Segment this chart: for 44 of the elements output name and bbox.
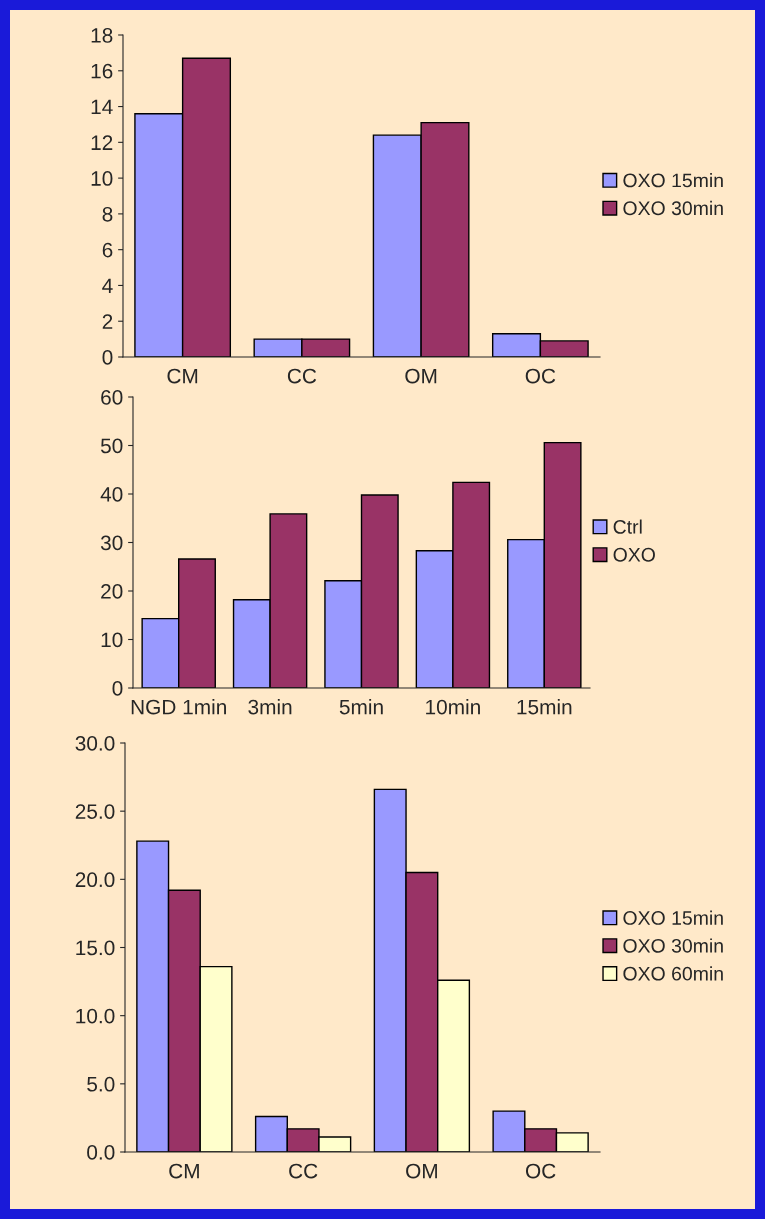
legend-label: OXO 60min bbox=[623, 966, 723, 981]
x-tick-label: 10min bbox=[426, 699, 480, 715]
x-tick-label: NGD 1min bbox=[131, 699, 226, 715]
legend-label: OXO 15min bbox=[623, 173, 723, 188]
y-tick-label: 10 bbox=[91, 171, 113, 186]
y-tick-label: 18 bbox=[91, 28, 113, 43]
y-tick-label: 15.0 bbox=[76, 940, 115, 956]
x-tick-label: CC bbox=[289, 1163, 318, 1179]
x-tick-label: OM bbox=[406, 1163, 437, 1179]
y-tick-label: 16 bbox=[91, 63, 113, 79]
legend-label: Ctrl bbox=[613, 519, 642, 534]
legend-label: OXO 30min bbox=[623, 200, 723, 216]
legend-label: OXO 15min bbox=[623, 910, 723, 925]
y-tick-label: 14 bbox=[91, 99, 113, 115]
y-tick-label: 20.0 bbox=[75, 872, 115, 888]
x-tick-label: OC bbox=[525, 1163, 556, 1179]
y-tick-label: 0 bbox=[112, 681, 123, 696]
y-tick-label: 0 bbox=[102, 350, 113, 365]
y-tick-label: 8 bbox=[102, 206, 113, 222]
legend-label: OXO 30min bbox=[623, 938, 723, 953]
y-tick-label: 12 bbox=[91, 135, 113, 150]
y-tick-label: 10 bbox=[101, 632, 123, 648]
y-tick-label: 0.0 bbox=[87, 1145, 115, 1160]
x-tick-label: CC bbox=[287, 368, 317, 384]
y-tick-label: 40 bbox=[100, 487, 123, 502]
y-tick-label: 10.0 bbox=[76, 1008, 115, 1024]
x-tick-label: CM bbox=[169, 1163, 199, 1179]
y-tick-label: 30 bbox=[100, 535, 123, 551]
x-tick-label: CM bbox=[167, 368, 198, 384]
y-tick-label: 2 bbox=[102, 314, 113, 329]
y-tick-label: 5.0 bbox=[87, 1076, 115, 1092]
x-tick-label: OM bbox=[405, 368, 437, 384]
y-tick-label: 30.0 bbox=[75, 736, 115, 751]
y-tick-label: 4 bbox=[102, 278, 113, 293]
x-tick-label: 15min bbox=[517, 699, 572, 715]
x-tick-label: 3min bbox=[248, 699, 292, 715]
y-tick-label: 60 bbox=[101, 390, 123, 405]
y-tick-label: 25.0 bbox=[75, 804, 115, 819]
y-tick-label: 50 bbox=[100, 438, 123, 454]
y-tick-label: 6 bbox=[102, 242, 113, 258]
x-tick-label: OC bbox=[525, 368, 556, 384]
x-tick-label: 5min bbox=[339, 699, 383, 715]
y-tick-label: 20 bbox=[101, 584, 123, 599]
legend-label: OXO bbox=[613, 547, 655, 562]
